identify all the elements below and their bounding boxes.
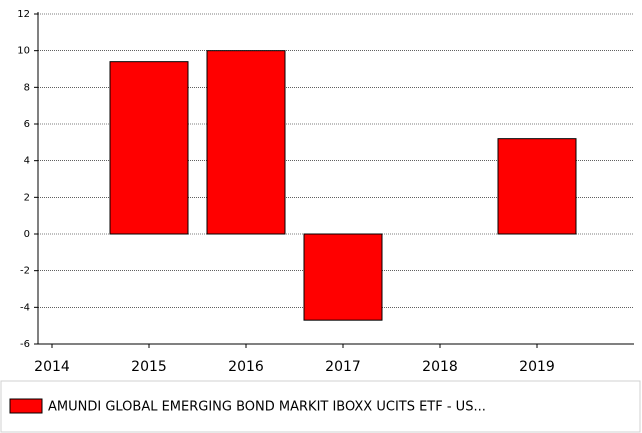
y-tick-label: 2 [24,192,30,203]
y-tick-label: 4 [24,156,30,167]
x-tick-label: 2016 [228,359,264,375]
bar [206,50,286,235]
y-tick-label: -4 [20,302,30,313]
legend-swatch [9,398,43,414]
y-tick-label: 0 [24,229,30,240]
bar [497,138,577,235]
bar [109,61,189,235]
y-tick-label: 6 [24,119,30,130]
x-tick-label: 2017 [325,359,361,375]
bar [303,233,383,321]
x-tick-label: 2018 [422,359,458,375]
y-tick-label: -2 [20,266,30,277]
legend-frame [0,380,641,433]
x-tick-label: 2019 [519,359,555,375]
x-tick-label: 2014 [34,359,70,375]
y-tick-label: 10 [17,46,30,57]
legend-label: AMUNDI GLOBAL EMERGING BOND MARKIT IBOXX… [48,400,486,415]
y-tick-label: -6 [20,339,30,350]
x-tick-label: 2015 [131,359,167,375]
y-tick-label: 12 [17,9,30,20]
y-tick-label: 8 [24,82,30,93]
